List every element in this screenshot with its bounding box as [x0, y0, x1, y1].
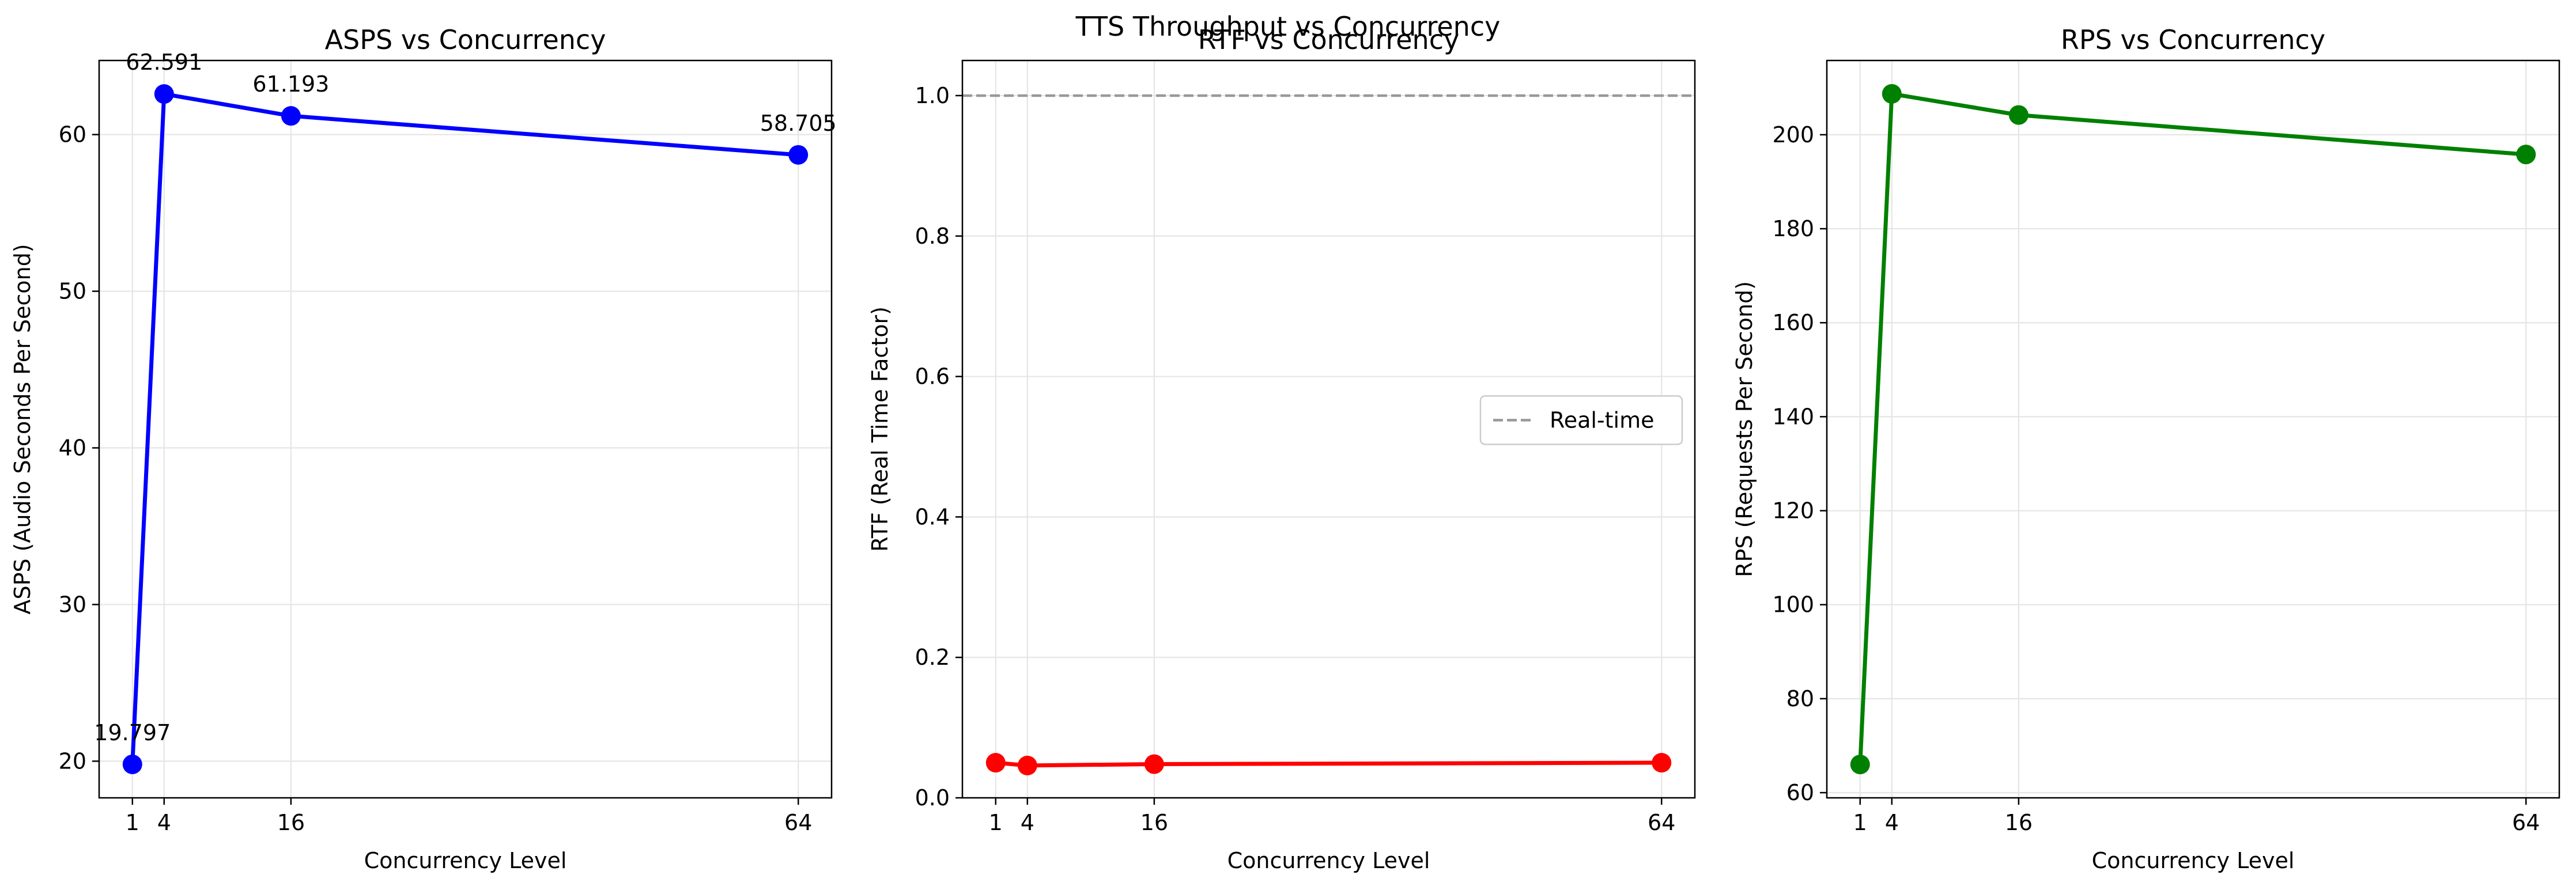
- data-point: [2009, 105, 2029, 125]
- data-point: [986, 753, 1006, 772]
- x-tick-label: 1: [1853, 810, 1867, 835]
- y-tick-label: 0.6: [915, 364, 950, 389]
- y-tick-label: 20: [59, 748, 86, 774]
- data-point: [123, 755, 142, 774]
- panel-title: ASPS vs Concurrency: [325, 24, 606, 55]
- y-tick-label: 60: [59, 122, 86, 147]
- y-tick-label: 50: [59, 279, 86, 304]
- y-tick-label: 30: [59, 592, 86, 617]
- data-point: [1850, 755, 1870, 774]
- legend: Real-time: [1480, 396, 1682, 444]
- y-axis-label: RPS (Requests Per Second): [1732, 281, 1757, 577]
- data-label: 62.591: [126, 50, 202, 75]
- x-tick-label: 4: [1021, 810, 1034, 835]
- y-tick-label: 0.2: [915, 645, 950, 670]
- panel-title: RTF vs Concurrency: [1198, 24, 1459, 55]
- y-tick-label: 140: [1772, 404, 1814, 429]
- y-tick-label: 1.0: [915, 83, 950, 108]
- y-tick-label: 0.4: [915, 504, 950, 529]
- x-tick-label: 16: [1140, 810, 1168, 835]
- y-tick-label: 60: [1786, 780, 1814, 805]
- x-tick-label: 1: [989, 810, 1003, 835]
- y-tick-label: 40: [59, 435, 86, 460]
- y-tick-label: 100: [1772, 592, 1814, 618]
- data-point: [1145, 754, 1164, 774]
- y-tick-label: 200: [1772, 122, 1814, 147]
- panel-title: RPS vs Concurrency: [2061, 24, 2325, 55]
- data-label: 58.705: [760, 111, 837, 136]
- data-label: 19.797: [94, 720, 171, 745]
- data-point: [788, 145, 808, 165]
- x-axis-label: Concurrency Level: [1227, 848, 1430, 873]
- data-point: [1018, 756, 1037, 775]
- x-tick-label: 4: [1885, 810, 1899, 835]
- x-tick-label: 1: [126, 810, 139, 835]
- y-tick-label: 120: [1772, 498, 1814, 524]
- x-axis-label: Concurrency Level: [2092, 848, 2295, 873]
- legend-label: Real-time: [1550, 407, 1654, 433]
- data-point: [154, 84, 174, 104]
- x-tick-label: 16: [2005, 810, 2033, 835]
- data-label: 61.193: [252, 71, 329, 97]
- x-tick-label: 64: [784, 810, 812, 835]
- data-point: [2516, 145, 2536, 164]
- y-tick-label: 80: [1786, 686, 1814, 711]
- y-axis-label: ASPS (Audio Seconds Per Second): [10, 244, 35, 614]
- x-axis-label: Concurrency Level: [364, 848, 567, 873]
- data-point: [1882, 84, 1902, 104]
- x-tick-label: 64: [1648, 810, 1675, 835]
- y-tick-label: 0.0: [915, 785, 950, 811]
- y-tick-label: 180: [1772, 216, 1814, 241]
- x-tick-label: 16: [277, 810, 305, 835]
- y-tick-label: 160: [1772, 310, 1814, 335]
- x-tick-label: 64: [2512, 810, 2540, 835]
- x-tick-label: 4: [157, 810, 171, 835]
- data-point: [281, 106, 301, 126]
- data-point: [1652, 753, 1671, 772]
- y-axis-label: RTF (Real Time Factor): [867, 306, 893, 552]
- y-tick-label: 0.8: [915, 224, 950, 249]
